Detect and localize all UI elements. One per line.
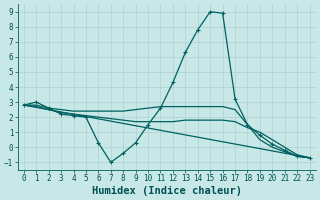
X-axis label: Humidex (Indice chaleur): Humidex (Indice chaleur) <box>92 186 242 196</box>
